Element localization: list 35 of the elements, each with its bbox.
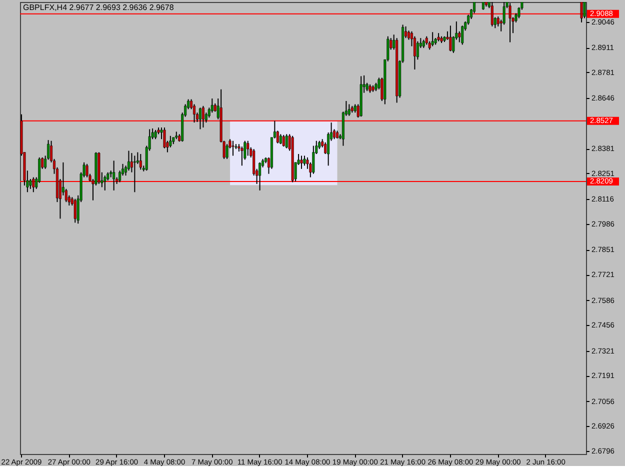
candlestick	[348, 104, 350, 116]
candlestick	[104, 175, 106, 191]
candlestick	[490, 2, 494, 27]
candlestick	[508, 2, 512, 43]
candlestick	[413, 36, 416, 70]
candlestick	[86, 163, 88, 178]
candlestick	[300, 155, 303, 170]
candlestick	[193, 104, 196, 124]
candlestick	[449, 25, 452, 52]
candlestick	[258, 162, 262, 191]
candlestick	[461, 25, 464, 46]
candlestick	[163, 126, 166, 149]
candlestick	[312, 145, 315, 174]
candlestick	[198, 107, 202, 130]
candlestick	[240, 146, 244, 166]
candlestick	[32, 176, 35, 193]
candlestick	[202, 105, 204, 128]
candlestick	[285, 134, 288, 149]
candlestick	[112, 160, 116, 191]
candlestick	[210, 98, 214, 114]
candlestick	[583, 2, 586, 19]
candlestick	[133, 155, 136, 193]
chart-title: GBPLFX,H4 2.9677 2.9693 2.9636 2.9678	[23, 3, 174, 12]
candlestick	[139, 154, 142, 170]
candlestick	[154, 129, 157, 140]
candlestick	[282, 134, 285, 148]
candlestick	[431, 32, 434, 47]
candlestick	[303, 155, 306, 166]
candlestick	[127, 150, 130, 172]
candlestick	[279, 134, 282, 145]
candlestick	[246, 140, 250, 156]
candlestick	[232, 140, 234, 156]
candlestick	[580, 2, 583, 23]
candlestick	[74, 198, 76, 224]
candlestick	[29, 178, 32, 190]
